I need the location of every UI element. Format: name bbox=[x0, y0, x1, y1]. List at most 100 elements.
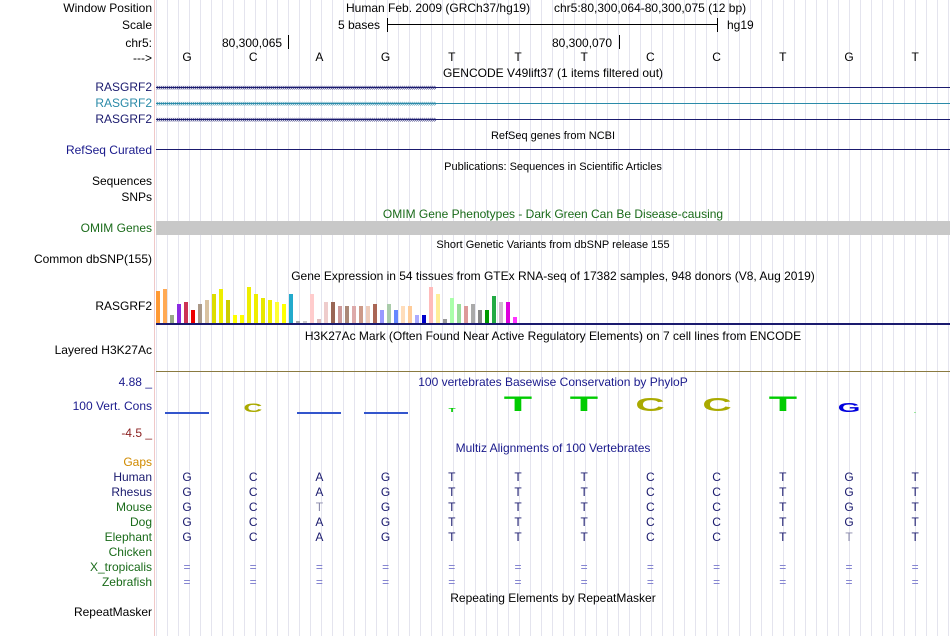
gtex-title[interactable]: Gene Expression in 54 tissues from GTEx … bbox=[291, 269, 815, 283]
gtex-tissue-bar[interactable] bbox=[289, 294, 293, 323]
gtex-tissue-bar[interactable] bbox=[156, 291, 160, 323]
alignment-base: T bbox=[580, 485, 588, 499]
gtex-tissue-bar[interactable] bbox=[429, 287, 433, 323]
species-label[interactable]: Mouse bbox=[115, 500, 152, 514]
gtex-tissue-bar[interactable] bbox=[324, 302, 328, 323]
grid-line bbox=[365, 0, 366, 636]
refseq-gene-line[interactable] bbox=[156, 149, 950, 150]
species-label[interactable]: Zebrafish bbox=[101, 575, 152, 589]
gtex-tissue-bar[interactable] bbox=[408, 306, 412, 323]
phylop-title[interactable]: 100 vertebrates Basewise Conservation by… bbox=[418, 375, 688, 389]
gencode-gene-line[interactable] bbox=[156, 103, 950, 104]
gtex-tissue-bar[interactable] bbox=[310, 294, 314, 323]
gtex-tissue-bar[interactable] bbox=[205, 300, 209, 323]
gtex-tissue-bar[interactable] bbox=[394, 310, 398, 323]
gtex-tissue-bar[interactable] bbox=[198, 304, 202, 323]
gtex-tissue-bar[interactable] bbox=[352, 306, 356, 323]
species-label[interactable]: Chicken bbox=[108, 545, 152, 559]
gtex-tissue-bar[interactable] bbox=[219, 289, 223, 323]
gencode-label[interactable]: RASGRF2 bbox=[95, 80, 152, 94]
gtex-tissue-bar[interactable] bbox=[506, 302, 510, 323]
species-label[interactable]: X_tropicalis bbox=[89, 560, 152, 574]
gtex-tissue-bar[interactable] bbox=[233, 315, 237, 323]
gtex-tissue-bar[interactable] bbox=[499, 302, 503, 323]
gencode-label[interactable]: RASGRF2 bbox=[95, 96, 152, 110]
gtex-gene-line[interactable] bbox=[156, 323, 950, 325]
grid-line bbox=[827, 0, 828, 636]
gtex-tissue-bar[interactable] bbox=[492, 296, 496, 323]
gtex-tissue-bar[interactable] bbox=[191, 310, 195, 323]
gtex-tissue-bar[interactable] bbox=[261, 298, 265, 323]
gtex-tissue-bar[interactable] bbox=[380, 310, 384, 323]
gtex-tissue-bar[interactable] bbox=[401, 306, 405, 323]
gtex-tissue-bar[interactable] bbox=[422, 315, 426, 323]
gtex-tissue-bar[interactable] bbox=[282, 304, 286, 323]
gtex-tissue-bar[interactable] bbox=[317, 319, 321, 323]
gencode-gene-line[interactable] bbox=[156, 119, 950, 120]
gtex-tissue-bar[interactable] bbox=[359, 306, 363, 323]
chr-label: chr5: bbox=[125, 36, 152, 50]
repeatmasker-label[interactable]: RepeatMasker bbox=[73, 605, 152, 619]
gtex-tissue-bar[interactable] bbox=[345, 306, 349, 323]
gtex-tissue-bar[interactable] bbox=[464, 306, 468, 323]
gtex-tissue-bar[interactable] bbox=[275, 302, 279, 323]
gtex-tissue-bar[interactable] bbox=[471, 304, 475, 323]
gtex-tissue-bar[interactable] bbox=[436, 294, 440, 323]
gtex-tissue-bar[interactable] bbox=[254, 294, 258, 323]
gtex-tissue-bar[interactable] bbox=[177, 304, 181, 323]
scale-bar bbox=[387, 24, 718, 25]
multiz-title[interactable]: Multiz Alignments of 100 Vertebrates bbox=[455, 441, 651, 455]
alignment-base: G bbox=[844, 515, 854, 529]
gtex-tissue-bar[interactable] bbox=[443, 319, 447, 323]
gtex-label[interactable]: RASGRF2 bbox=[95, 299, 152, 313]
alignment-base: T bbox=[514, 485, 522, 499]
snps-label[interactable]: SNPs bbox=[121, 190, 152, 204]
species-label[interactable]: Human bbox=[113, 470, 152, 484]
alignment-base: G bbox=[844, 500, 854, 514]
species-label[interactable]: Elephant bbox=[104, 530, 152, 544]
repeatmasker-title[interactable]: Repeating Elements by RepeatMasker bbox=[450, 591, 656, 605]
species-label[interactable]: Rhesus bbox=[111, 485, 152, 499]
gtex-tissue-bar[interactable] bbox=[296, 321, 300, 323]
h3k27ac-label[interactable]: Layered H3K27Ac bbox=[54, 343, 152, 357]
grid-line bbox=[860, 0, 861, 636]
omim-label[interactable]: OMIM Genes bbox=[80, 221, 152, 235]
gencode-gene-line[interactable] bbox=[156, 87, 950, 88]
gtex-tissue-bar[interactable] bbox=[450, 298, 454, 323]
gtex-tissue-bar[interactable] bbox=[303, 321, 307, 323]
gtex-tissue-bar[interactable] bbox=[331, 302, 335, 323]
gencode-label[interactable]: RASGRF2 bbox=[95, 112, 152, 126]
gtex-tissue-bar[interactable] bbox=[240, 315, 244, 323]
sequences-label[interactable]: Sequences bbox=[91, 174, 152, 188]
gtex-tissue-bar[interactable] bbox=[163, 289, 167, 323]
omim-title[interactable]: OMIM Gene Phenotypes - Dark Green Can Be… bbox=[382, 207, 724, 221]
gtex-tissue-bar[interactable] bbox=[513, 317, 517, 323]
refseq-title[interactable]: RefSeq genes from NCBI bbox=[490, 130, 616, 142]
grid-line bbox=[475, 0, 476, 636]
grid-line bbox=[915, 0, 916, 636]
gtex-tissue-bar[interactable] bbox=[247, 287, 251, 323]
gtex-tissue-bar[interactable] bbox=[226, 300, 230, 323]
omim-gene-bar[interactable] bbox=[156, 221, 950, 235]
h3k27ac-title[interactable]: H3K27Ac Mark (Often Found Near Active Re… bbox=[304, 329, 802, 343]
phylop-label[interactable]: 100 Vert. Cons bbox=[72, 399, 152, 413]
gtex-tissue-bar[interactable] bbox=[387, 304, 391, 323]
species-label[interactable]: Dog bbox=[129, 515, 152, 529]
gtex-tissue-bar[interactable] bbox=[212, 294, 216, 323]
gtex-tissue-bar[interactable] bbox=[485, 310, 489, 323]
dbsnp-label[interactable]: Common dbSNP(155) bbox=[33, 252, 152, 266]
publications-title[interactable]: Publications: Sequences in Scientific Ar… bbox=[444, 161, 662, 173]
gtex-tissue-bar[interactable] bbox=[338, 306, 342, 323]
gtex-tissue-bar[interactable] bbox=[268, 300, 272, 323]
gtex-tissue-bar[interactable] bbox=[373, 304, 377, 323]
gencode-title[interactable]: GENCODE V49lift37 (1 items filtered out) bbox=[442, 66, 664, 80]
gtex-tissue-bar[interactable] bbox=[478, 310, 482, 323]
gtex-tissue-bar[interactable] bbox=[170, 315, 174, 323]
gtex-bar-chart[interactable] bbox=[156, 283, 950, 323]
dbsnp-title[interactable]: Short Genetic Variants from dbSNP releas… bbox=[436, 239, 670, 251]
gtex-tissue-bar[interactable] bbox=[366, 306, 370, 323]
gtex-tissue-bar[interactable] bbox=[415, 315, 419, 323]
gtex-tissue-bar[interactable] bbox=[184, 302, 188, 323]
gtex-tissue-bar[interactable] bbox=[457, 304, 461, 323]
refseq-label[interactable]: RefSeq Curated bbox=[65, 143, 152, 157]
